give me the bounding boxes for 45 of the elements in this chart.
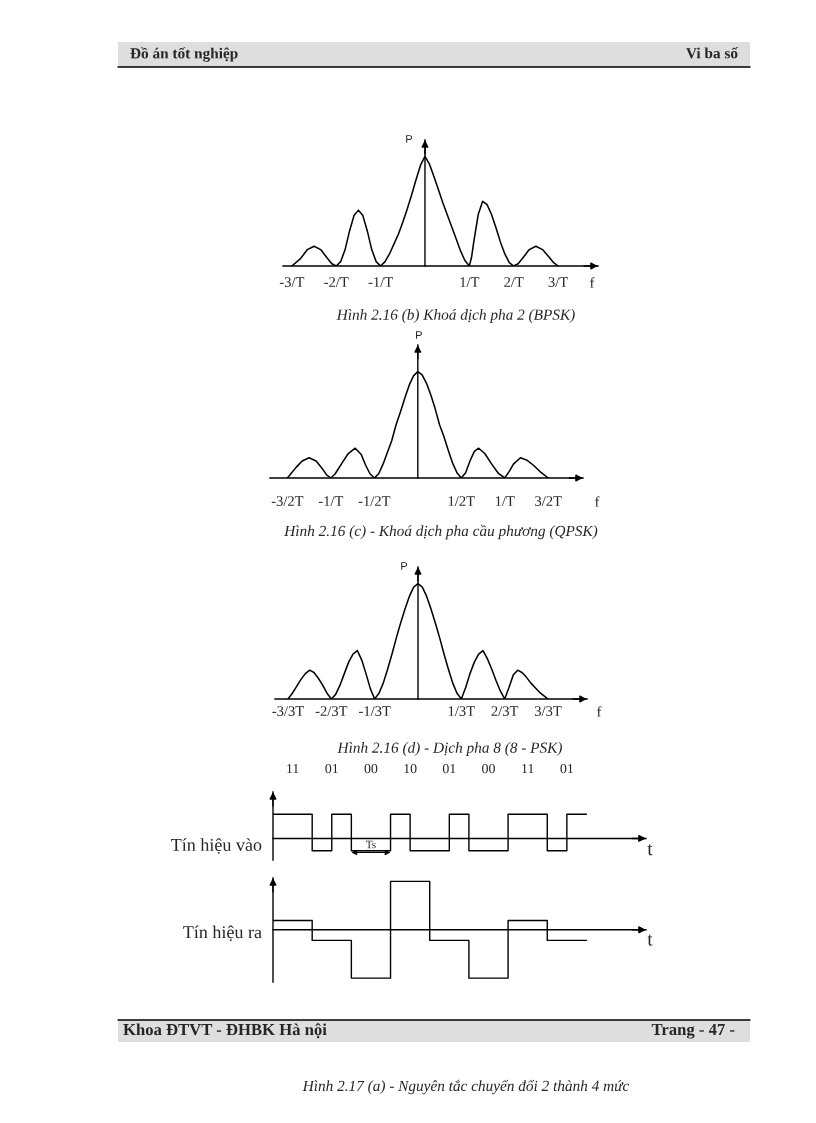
x-tick-label: -1/3T xyxy=(359,706,391,716)
x-tick-label: 1/3T xyxy=(448,706,475,716)
text: Khoa ĐTVT - ĐHBK Hà nội xyxy=(123,1023,327,1039)
x-tick-label: 1/2T xyxy=(448,496,475,506)
annotation: Ts xyxy=(365,840,376,849)
y-axis-title: P xyxy=(406,135,413,143)
text: 11 xyxy=(287,763,299,774)
x-tick-label: -3/3T xyxy=(272,706,304,716)
text: 01 xyxy=(560,763,573,774)
text: Hình 2.17 (a) - Nguyên tắc chuyển đổi 2 thành 4 mức xyxy=(302,1079,630,1095)
x-axis-title: f xyxy=(595,496,600,507)
text: 11 xyxy=(522,763,534,774)
y-axis-title: P xyxy=(416,331,422,339)
text: 01 xyxy=(325,763,338,774)
y-axis-title: Tín hiệu ra xyxy=(183,925,262,942)
x-tick-label: -3/T xyxy=(279,277,305,287)
text: Vi ba số xyxy=(686,47,739,59)
text: 01 xyxy=(442,763,456,774)
x-tick-label: 2/3T xyxy=(491,706,519,716)
x-tick-label: 2/T xyxy=(504,277,524,287)
text: 00 xyxy=(482,763,495,774)
text: Hình 2.16 (c) - Khoá dịch pha cầu phương (QPSK) xyxy=(284,524,598,540)
text: Đồ án tốt nghiệp xyxy=(130,47,238,62)
x-axis-title: t xyxy=(647,844,653,856)
x-tick-label: -2/3T xyxy=(315,706,348,716)
text: Hình 2.16 (b) Khoá dịch pha 2 (BPSK) xyxy=(336,309,575,323)
y-axis-title: Tín hiệu vào xyxy=(171,838,262,854)
y-axis-title: P xyxy=(401,562,408,570)
x-tick-label: -2/T xyxy=(324,277,349,287)
x-tick-label: 1/T xyxy=(495,496,515,506)
text: Trang - 47 - xyxy=(651,1023,735,1039)
x-tick-label: 3/3T xyxy=(534,706,562,716)
x-tick-label: 3/T xyxy=(548,277,568,287)
x-tick-label: 3/2T xyxy=(535,496,562,506)
x-tick-label: 1/T xyxy=(460,277,480,287)
x-axis-title: f xyxy=(590,277,595,288)
text: 00 xyxy=(364,763,378,774)
text: 10 xyxy=(404,763,417,774)
x-tick-label: -3/2T xyxy=(271,496,304,506)
x-axis-title: f xyxy=(597,706,602,717)
x-axis-title: t xyxy=(647,934,653,946)
text: Hình 2.16 (d) - Dịch pha 8 (8 - PSK) xyxy=(337,742,562,756)
x-tick-label: -1/2T xyxy=(358,496,391,506)
x-tick-label: -1/T xyxy=(368,277,393,287)
x-tick-label: -1/T xyxy=(318,496,344,506)
